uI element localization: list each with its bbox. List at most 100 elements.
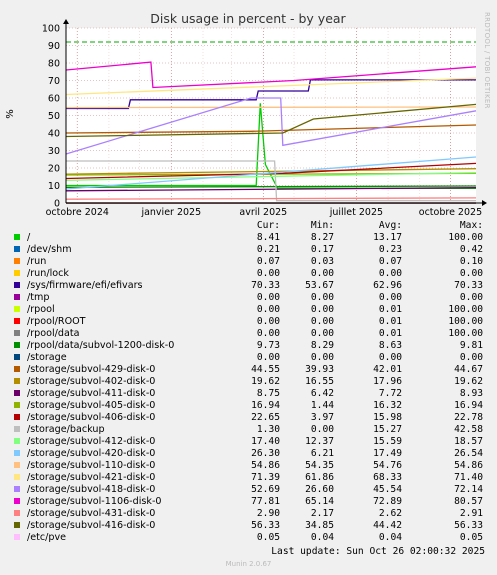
legend-min-value: 12.37 [305,436,334,447]
legend-row: /storage/subvol-402-disk-0 19.62 16.55 17.9… [0,376,497,388]
legend-row: /storage/subvol-431-disk-0 2.90 2.17 2.62 2.… [0,508,497,520]
legend-avg-value: 72.89 [373,496,402,507]
legend-row: /storage/subvol-429-disk-0 44.55 39.93 42.0… [0,364,497,376]
legend-row: /run/lock 0.00 0.00 0.00 0.00 [0,268,497,280]
y-tick-label: 0 [54,199,60,210]
legend-label: /storage/subvol-1106-disk-0 [27,496,162,507]
legend-row: /rpool/data 0.00 0.00 0.01 100.00 [0,328,497,340]
legend-max-value: 9.81 [459,340,483,351]
legend-min-value: 6.42 [310,388,334,399]
legend-label: /storage/subvol-418-disk-0 [27,484,156,495]
legend-max-value: 18.57 [454,436,483,447]
header-max: Max: [459,220,483,231]
legend-label: /storage/subvol-420-disk-0 [27,448,156,459]
legend-min-value: 8.27 [310,232,334,243]
legend-row: /storage 0.00 0.00 0.00 0.00 [0,352,497,364]
legend-avg-value: 0.04 [378,532,402,543]
y-tick-label: 50 [48,111,60,122]
legend-avg-value: 2.62 [378,508,402,519]
legend-min-value: 0.00 [310,268,334,279]
legend-swatch [14,234,20,240]
legend-avg-value: 68.33 [373,472,402,483]
legend-cur-value: 19.62 [251,376,280,387]
series-line [65,106,477,109]
legend-row: / 8.41 8.27 13.17 100.00 [0,232,497,244]
legend-cur-value: 54.86 [251,460,280,471]
legend-min-value: 34.85 [305,520,334,531]
series-line [65,103,477,138]
legend-label: /dev/shm [27,244,72,255]
legend-cur-value: 0.00 [256,352,280,363]
legend-avg-value: 0.01 [378,328,402,339]
x-tick-label: octobre 2025 [419,207,482,218]
legend-cur-value: 2.90 [256,508,280,519]
legend-label: /run [27,256,47,267]
series-line [65,97,477,155]
y-tick-label: 20 [48,164,60,175]
legend-min-value: 3.97 [310,412,334,423]
legend-avg-value: 54.76 [373,460,402,471]
series-line [65,61,477,89]
legend-max-value: 100.00 [448,328,483,339]
legend-max-value: 100.00 [448,304,483,315]
legend-cur-value: 0.00 [256,292,280,303]
legend-max-value: 26.54 [454,448,483,459]
legend-row: /storage/subvol-405-disk-0 16.94 1.44 16.32… [0,400,497,412]
legend-swatch [14,366,20,372]
legend-avg-value: 0.23 [378,244,402,255]
legend-min-value: 54.35 [305,460,334,471]
legend-cur-value: 71.39 [251,472,280,483]
legend-min-value: 0.00 [310,424,334,435]
last-update: Last update: Sun Oct 26 02:00:32 2025 [271,546,485,557]
legend-swatch [14,270,20,276]
legend-row: /rpool/ROOT 0.00 0.00 0.01 100.00 [0,316,497,328]
legend-avg-value: 0.01 [378,304,402,315]
legend-avg-value: 62.96 [373,280,402,291]
y-axis-arrow [63,19,69,24]
legend-row: /storage/subvol-110-disk-0 54.86 54.35 54.7… [0,460,497,472]
legend-row: /etc/pve 0.05 0.04 0.04 0.05 [0,532,497,544]
legend-max-value: 71.40 [454,472,483,483]
y-tick-label: 80 [48,59,60,70]
y-tick-label: 70 [48,76,60,87]
legend-swatch [14,282,20,288]
legend-cur-value: 22.65 [251,412,280,423]
legend-max-value: 2.91 [459,508,483,519]
legend-cur-value: 44.55 [251,364,280,375]
legend-avg-value: 45.54 [373,484,402,495]
legend-label: /storage/backup [27,424,105,435]
series-line [65,156,477,190]
legend-swatch [14,486,20,492]
legend-swatch [14,258,20,264]
legend-label: /storage/subvol-431-disk-0 [27,508,156,519]
legend-avg-value: 0.00 [378,352,402,363]
legend-row: /dev/shm 0.21 0.17 0.23 0.42 [0,244,497,256]
legend-swatch [14,462,20,468]
legend-cur-value: 56.33 [251,520,280,531]
legend-label: /storage/subvol-411-disk-0 [27,388,156,399]
legend-min-value: 0.00 [310,316,334,327]
legend-label: /rpool [27,304,55,315]
x-tick-label: janvier 2025 [140,207,201,218]
legend-max-value: 80.57 [454,496,483,507]
legend-avg-value: 17.96 [373,376,402,387]
legend-min-value: 53.67 [305,280,334,291]
legend-cur-value: 9.73 [256,340,280,351]
header-min: Min: [310,220,334,231]
legend-swatch [14,438,20,444]
legend-label: /storage/subvol-406-disk-0 [27,412,156,423]
legend-max-value: 56.33 [454,520,483,531]
legend-cur-value: 0.00 [256,328,280,339]
legend-label: /rpool/ROOT [27,316,86,327]
legend-label: /storage/subvol-429-disk-0 [27,364,156,375]
legend-label: /rpool/data/subvol-1200-disk-0 [27,340,175,351]
legend-min-value: 0.03 [310,256,334,267]
legend-label: /etc/pve [27,532,67,543]
legend-label: /storage [27,352,67,363]
legend-row: /storage/subvol-1106-disk-0 77.81 65.14 72.… [0,496,497,508]
legend-max-value: 0.00 [459,268,483,279]
legend-row: /storage/subvol-418-disk-0 52.69 26.60 45.5… [0,484,497,496]
legend-min-value: 65.14 [305,496,334,507]
legend-min-value: 0.00 [310,352,334,363]
legend-label: /sys/firmware/efi/efivars [27,280,143,291]
